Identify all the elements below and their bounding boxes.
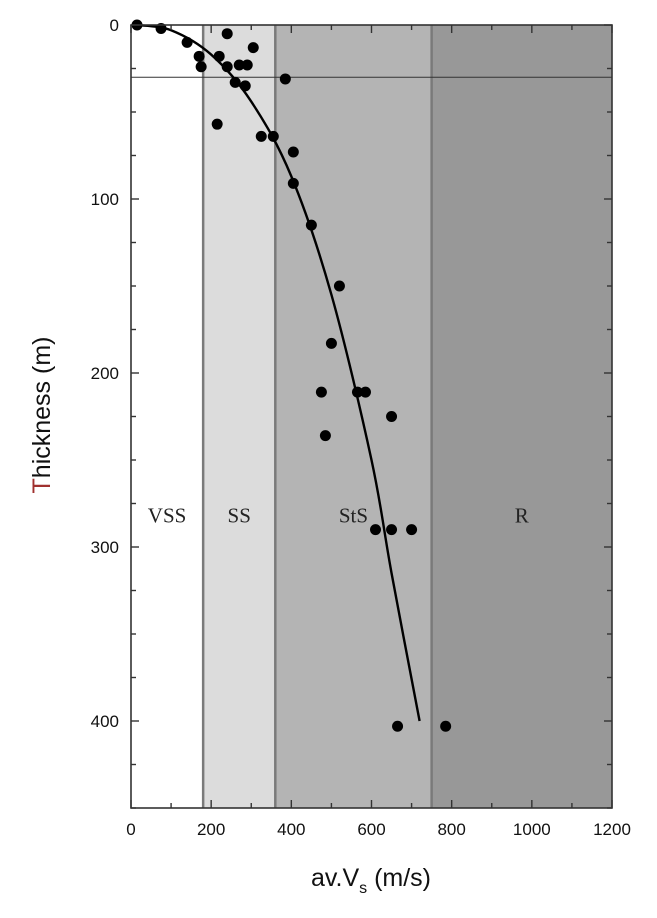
x-axis-title: av.Vs (m/s) <box>311 864 431 897</box>
data-point <box>319 430 331 442</box>
data-point <box>351 386 363 398</box>
x-axis-title-main: av.V <box>311 864 359 892</box>
zones-layer <box>131 25 612 808</box>
data-point <box>195 61 207 73</box>
y-tick-label: 400 <box>91 712 119 731</box>
x-tick-label: 200 <box>197 820 225 839</box>
x-tick-label: 1200 <box>593 820 631 839</box>
zone-r <box>431 25 612 808</box>
zone-label-sts: StS <box>339 504 368 528</box>
x-axis: 0 200 400 600 800 1000 1200 <box>126 25 631 839</box>
x-axis-title-unit: (m/s) <box>367 864 431 892</box>
data-point <box>181 36 193 48</box>
x-tick-label: 400 <box>277 820 305 839</box>
x-axis-title-subscript: s <box>359 880 367 897</box>
data-point <box>325 337 337 349</box>
zone-sts <box>275 25 432 808</box>
data-point <box>386 524 398 536</box>
zone-dividers <box>201 25 433 808</box>
y-tick-label: 300 <box>91 538 119 557</box>
data-point <box>287 146 299 158</box>
data-point <box>211 118 223 130</box>
data-point <box>359 386 371 398</box>
zone-label-r: R <box>515 504 529 528</box>
data-point <box>287 177 299 189</box>
data-point <box>229 76 241 88</box>
y-axis: 0 100 200 300 400 <box>91 16 612 809</box>
data-point <box>213 50 225 62</box>
x-tick-label: 800 <box>437 820 465 839</box>
data-point <box>193 50 205 62</box>
zone-label-ss: SS <box>228 504 251 528</box>
data-point <box>392 720 404 732</box>
y-tick-label: 0 <box>110 16 119 35</box>
data-point <box>386 411 398 422</box>
zone-labels: VSS SS StS R <box>148 504 529 528</box>
data-point <box>440 720 452 732</box>
zone-ss <box>203 25 276 808</box>
data-point <box>279 73 291 85</box>
y-tick-label: 200 <box>91 364 119 383</box>
data-point <box>305 219 317 231</box>
y-tick-label: 100 <box>91 190 119 209</box>
x-tick-label: 1000 <box>513 820 551 839</box>
data-point <box>233 59 245 71</box>
data-point <box>247 42 259 54</box>
y-axis-title: Thickness (m) <box>28 337 56 494</box>
data-point <box>255 130 267 142</box>
zone-label-vss: VSS <box>148 504 187 528</box>
data-point <box>315 386 327 398</box>
data-point <box>333 280 345 292</box>
zone-vss <box>131 25 204 808</box>
fit-curve <box>136 23 421 722</box>
data-point <box>239 80 251 92</box>
data-point <box>267 130 279 142</box>
data-point <box>406 524 418 536</box>
x-tick-label: 600 <box>357 820 385 839</box>
data-point <box>221 28 233 40</box>
x-tick-label: 0 <box>126 820 135 839</box>
data-point <box>370 524 382 536</box>
data-point <box>241 59 253 71</box>
data-point <box>221 61 233 73</box>
